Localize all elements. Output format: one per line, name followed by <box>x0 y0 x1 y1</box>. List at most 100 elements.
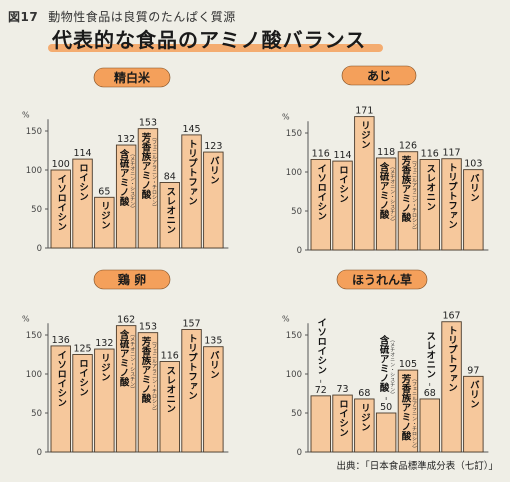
bar-value-label: 103 <box>464 159 482 170</box>
chart-title: ほうれん草 <box>352 272 412 287</box>
bar-category-label: バリン <box>468 174 480 203</box>
bar <box>354 116 375 251</box>
bar-value-label: 132 <box>117 134 135 145</box>
bar <box>94 196 115 249</box>
bar-value-label: 68 <box>424 388 436 399</box>
bar-value-label: 153 <box>139 118 157 129</box>
bar-category-label: リジン <box>359 403 371 432</box>
bar-value-label: 135 <box>204 336 222 347</box>
bar-category-label: 含硫アミノ酸 <box>378 334 391 393</box>
y-axis-unit: % <box>22 110 30 119</box>
bar-category-sublabel: （メチオニン・シスチン） <box>389 164 395 224</box>
bar <box>115 325 137 453</box>
y-tick-label: 50 <box>31 205 42 215</box>
figure-caption: 動物性食品は良質のたんぱく質源 <box>48 10 236 24</box>
bar-value-label: 118 <box>377 147 395 158</box>
bar-category-sublabel: （フェニルアラニン・チロシン） <box>151 339 157 414</box>
bar-value-label: 84 <box>164 171 176 182</box>
y-axis-unit: % <box>22 314 30 323</box>
bar <box>310 395 331 453</box>
title-highlight <box>48 44 383 52</box>
bar <box>463 169 484 251</box>
bar-category-label: 含硫アミノ酸 <box>118 148 131 207</box>
bar <box>181 329 202 453</box>
bar-value-label: 116 <box>161 351 179 362</box>
bar-chart: あじ% 0 50 100 150 116 イソロイシン 114 ロイシン 171 リジン 118 含硫ア… <box>282 65 489 256</box>
bar <box>397 151 419 251</box>
bar <box>159 182 180 249</box>
bar-value-label: 100 <box>52 159 70 170</box>
bar-category-label: トリプトファン <box>186 139 197 206</box>
bar-category-label: 芳香族アミノ酸 <box>399 155 412 223</box>
bar <box>441 158 462 251</box>
y-tick-label: 0 <box>297 246 302 256</box>
y-tick-label: 150 <box>26 331 42 341</box>
bar-value-label: 126 <box>399 141 417 152</box>
bar-value-label: 171 <box>355 106 373 117</box>
bar-value-label: 68 <box>358 388 370 399</box>
bar-value-label: 114 <box>333 150 351 161</box>
chart-title-pill <box>336 269 428 290</box>
bar-value-label: 105 <box>399 359 417 370</box>
figure-number: 図17 <box>8 10 39 24</box>
y-tick-label: 50 <box>31 409 42 419</box>
bar-chart: 精白米% 0 50 100 150 100 イソロイシン 114 ロイシン 65 リジン 132 含硫ア… <box>22 67 229 254</box>
chart-title-pill <box>93 269 171 290</box>
bar <box>354 398 375 453</box>
bar-category-sublabel: （フェニルアラニン・チロシン） <box>411 376 417 451</box>
bar-category-label: イソロイシン <box>315 318 327 375</box>
bar-category-label: 芳香族アミノ酸 <box>139 336 152 404</box>
bar <box>441 321 462 453</box>
bar-value-label: 153 <box>139 322 157 333</box>
bar-category-label: 芳香族アミノ酸 <box>139 132 152 200</box>
bar-category-label: ロイシン <box>337 165 349 203</box>
bar-category-label: バリン <box>208 351 220 380</box>
y-tick-label: 100 <box>26 166 42 176</box>
bar <box>72 354 93 453</box>
bar-value-label: 116 <box>421 149 439 160</box>
bar-value-label: 114 <box>73 148 91 159</box>
y-tick-label: 0 <box>37 448 42 458</box>
bar-category-label: リジン <box>359 121 371 149</box>
y-tick-label: 150 <box>26 127 42 137</box>
bar-category-label: スレオニン <box>164 186 176 234</box>
bar-category-sublabel: （メチオニン・シスチン） <box>389 337 395 397</box>
bar-value-label: 117 <box>442 148 460 159</box>
bar-category-label: スレオニン <box>424 331 436 379</box>
bar-category-sublabel: （メチオニン・シスチン） <box>129 151 135 211</box>
bar <box>50 169 71 249</box>
bar <box>203 151 224 249</box>
figure-label: 図17 動物性食品は良質のたんぱく質源 <box>8 8 236 25</box>
bar-value-label: 73 <box>337 384 349 395</box>
bar-category-label: トリプトファン <box>446 326 457 393</box>
bar-chart: ほうれん草% 0 50 100 150 72 イソロイシン 73 ロイシン 68 リジン 50 含硫アミ… <box>282 269 489 458</box>
bar <box>137 128 159 249</box>
y-tick-label: 150 <box>286 331 302 341</box>
y-tick-label: 100 <box>26 370 42 380</box>
y-tick-label: 100 <box>286 168 302 178</box>
bar-category-label: イソロイシン <box>55 174 67 231</box>
page-title: 代表的な食品のアミノ酸バランス <box>52 28 367 52</box>
bar-value-label: 167 <box>442 311 460 322</box>
bar <box>375 412 397 453</box>
chart-title: あじ <box>367 69 391 83</box>
bar-value-label: 116 <box>312 149 330 160</box>
chart-title-pill <box>93 67 171 88</box>
chart-title-pill <box>341 65 417 86</box>
bar <box>375 157 397 251</box>
chart-title: 精白米 <box>114 70 151 85</box>
bar <box>419 398 440 453</box>
bar-value-label: 97 <box>467 365 479 376</box>
bar-value-label: 65 <box>98 186 110 197</box>
bar <box>159 361 180 453</box>
bar-category-label: ロイシン <box>337 399 349 437</box>
bar-value-label: 157 <box>182 319 200 330</box>
y-tick-label: 0 <box>297 448 302 458</box>
bar-value-label: 145 <box>182 124 200 135</box>
bar-category-label: 含硫アミノ酸 <box>378 161 391 220</box>
bar-category-label: イソロイシン <box>55 350 67 407</box>
bar <box>203 346 224 453</box>
y-tick-label: 50 <box>291 207 302 217</box>
y-tick-label: 150 <box>286 129 302 139</box>
